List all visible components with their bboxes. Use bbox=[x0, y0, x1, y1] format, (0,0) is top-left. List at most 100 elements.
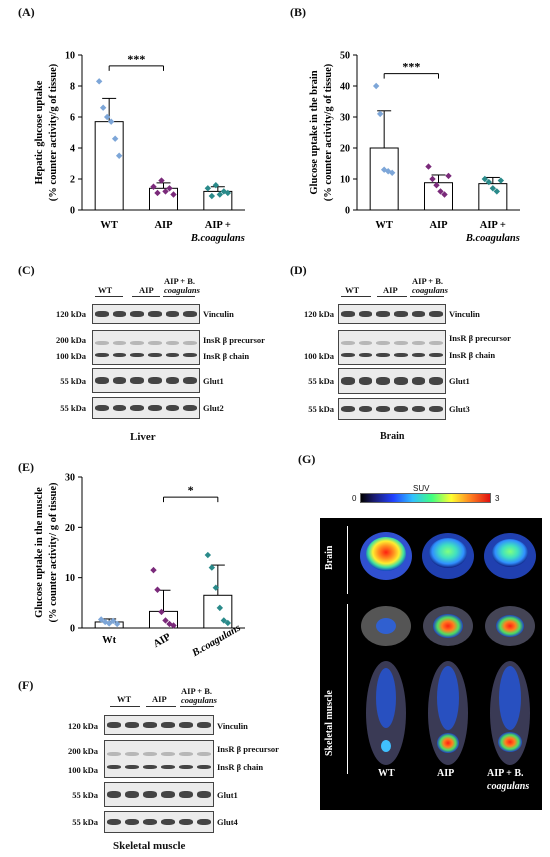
blot-band bbox=[165, 405, 180, 411]
data-point bbox=[154, 189, 161, 197]
blot-band bbox=[165, 340, 180, 345]
protein-label: InsR β chain bbox=[203, 351, 250, 361]
col-label-aipb-2: coagulans bbox=[487, 781, 530, 792]
blot-band bbox=[429, 311, 443, 317]
coronal-scan-aip-signal bbox=[437, 666, 459, 730]
data-point bbox=[208, 192, 216, 200]
protein-label: InsR β chain bbox=[449, 350, 496, 360]
pet-brain-scans bbox=[360, 532, 536, 580]
data-point bbox=[154, 586, 161, 593]
data-point bbox=[103, 113, 111, 121]
coronal-scan-aipb-signal bbox=[499, 666, 521, 730]
data-point bbox=[445, 172, 452, 180]
blot-band bbox=[161, 819, 175, 825]
blot-band bbox=[179, 764, 193, 769]
blot-band bbox=[107, 791, 121, 798]
data-point bbox=[481, 175, 489, 183]
protein-label: Glut1 bbox=[217, 790, 238, 800]
blot-band bbox=[341, 406, 355, 412]
y-tick-label: 20 bbox=[65, 523, 75, 534]
group-label-aipb-2: coagulans bbox=[164, 285, 200, 295]
blot-band bbox=[179, 819, 193, 825]
data-point bbox=[425, 163, 432, 170]
brain-scan-aip-hot bbox=[429, 538, 467, 568]
blot-band bbox=[429, 340, 443, 345]
category-label-line2: B.coagulans bbox=[190, 233, 245, 244]
group-line bbox=[341, 296, 371, 297]
blot-band bbox=[429, 377, 443, 385]
blot-band bbox=[165, 311, 180, 317]
category-label: AIP + bbox=[205, 220, 231, 231]
data-point bbox=[170, 622, 177, 629]
blot-band bbox=[358, 406, 373, 412]
data-point bbox=[158, 608, 165, 616]
blot-band bbox=[143, 819, 157, 825]
protein-label: InsR β precursor bbox=[217, 744, 279, 754]
blot-band bbox=[161, 764, 175, 769]
category-label: AIP bbox=[429, 220, 448, 231]
group-line bbox=[163, 296, 195, 297]
data-point bbox=[150, 566, 157, 574]
y-tick-label: 6 bbox=[70, 113, 75, 124]
protein-label: Glut4 bbox=[217, 817, 238, 827]
data-point bbox=[493, 188, 501, 195]
blot-band bbox=[148, 352, 162, 357]
blot-band bbox=[394, 352, 408, 357]
data-point bbox=[170, 191, 177, 198]
kda-label: 55 kDa bbox=[72, 817, 98, 827]
blot-band bbox=[112, 377, 127, 384]
protein-label: InsR β precursor bbox=[203, 335, 265, 345]
colorbar-min: 0 bbox=[352, 494, 357, 503]
kda-label: 120 kDa bbox=[68, 721, 98, 731]
blot-band bbox=[125, 764, 139, 769]
y-tick-label: 20 bbox=[340, 144, 350, 155]
blot-band bbox=[143, 751, 157, 756]
data-point bbox=[158, 177, 165, 184]
kda-label: 120 kDa bbox=[56, 309, 86, 319]
blot-band bbox=[130, 340, 144, 345]
bar bbox=[424, 182, 453, 211]
brain-scan-aipb-hot bbox=[492, 539, 528, 567]
blot-band bbox=[161, 751, 175, 756]
group-label-aip: AIP bbox=[139, 285, 154, 295]
data-point bbox=[433, 182, 440, 189]
blot-band bbox=[394, 340, 408, 345]
kda-label: 200 kDa bbox=[68, 746, 98, 756]
data-point bbox=[166, 620, 173, 628]
protein-label: InsR β precursor bbox=[449, 333, 511, 343]
blot-band bbox=[376, 340, 390, 345]
blot-band bbox=[197, 722, 211, 728]
blot-band bbox=[95, 352, 109, 357]
blot-band bbox=[143, 764, 157, 769]
panel-label-a: (A) bbox=[18, 5, 35, 19]
bar bbox=[94, 121, 124, 211]
protein-label: Vinculin bbox=[449, 309, 480, 319]
bar bbox=[369, 147, 399, 211]
blot-band bbox=[130, 405, 144, 411]
blot-band bbox=[429, 406, 443, 412]
data-point bbox=[489, 185, 497, 192]
category-label: AIP + bbox=[480, 220, 506, 231]
kda-label: 55 kDa bbox=[60, 403, 86, 413]
y-tick-label: 2 bbox=[70, 175, 75, 186]
blot-band bbox=[358, 311, 373, 317]
data-point bbox=[111, 135, 119, 142]
blot-band bbox=[341, 377, 355, 385]
blot-band bbox=[107, 722, 121, 728]
y-tick-label: 50 bbox=[340, 51, 350, 62]
kda-label: 55 kDa bbox=[308, 404, 334, 414]
blot-band bbox=[107, 764, 121, 769]
group-line bbox=[95, 296, 123, 297]
blot-band bbox=[143, 722, 157, 728]
kda-label: 55 kDa bbox=[72, 790, 98, 800]
protein-label: Glut1 bbox=[203, 376, 224, 386]
group-label-aipb-2: coagulans bbox=[181, 695, 217, 705]
kda-label: 55 kDa bbox=[308, 376, 334, 386]
blot-band bbox=[161, 791, 175, 798]
blot-band bbox=[183, 340, 197, 345]
blot-band bbox=[179, 751, 193, 756]
blot-band bbox=[376, 377, 390, 385]
chart-muscle-glucose-uptake: 0 10 20 30 Glucose uptake in the muscle (% co… bbox=[34, 473, 245, 660]
data-point bbox=[115, 152, 123, 159]
blot-strip-glut4 bbox=[104, 811, 214, 833]
